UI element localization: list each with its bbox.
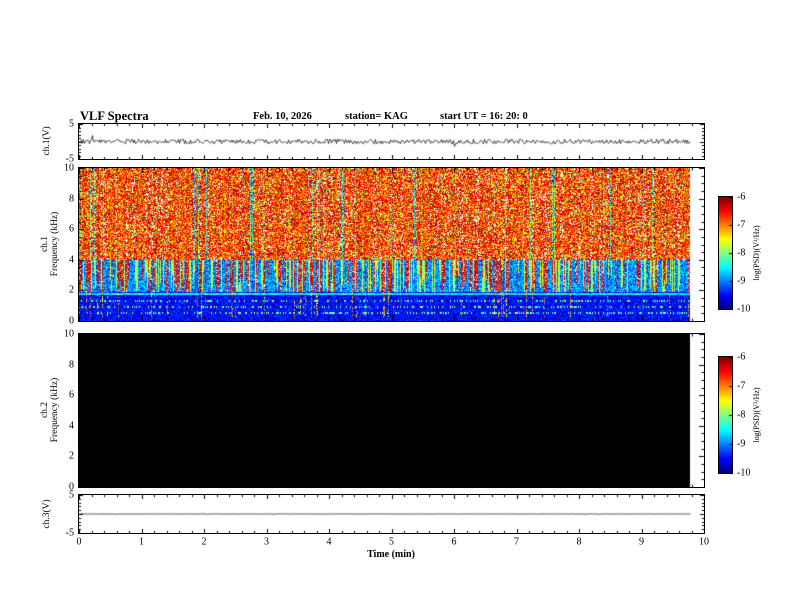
ch1-colorbar-canvas: [719, 197, 732, 309]
ch2-frequency-axis-label: ch.2 Frequency (kHz): [40, 378, 60, 443]
axis-tick-label: 3: [264, 536, 269, 548]
figure-title: VLF Spectra: [80, 109, 149, 123]
axis-tick-label: -5: [65, 527, 74, 539]
ch1-colorbar: [718, 196, 733, 310]
axis-tick-label: 7: [514, 536, 519, 548]
x-axis-label: Time (min): [367, 549, 415, 560]
axis-tick-label: -9: [737, 275, 746, 287]
ch2-colorbar: [718, 356, 733, 474]
axis-tick-label: -7: [737, 380, 746, 392]
axis-tick-label: 5: [389, 536, 394, 548]
ch1-frequency-axis-label-line2: Frequency (kHz): [50, 211, 60, 277]
header-start-ut: start UT = 16: 20: 0: [440, 111, 528, 122]
axis-tick-label: -9: [737, 438, 746, 450]
header-station: station= KAG: [345, 111, 408, 122]
header-date: Feb. 10, 2026: [253, 111, 312, 122]
axis-tick-label: -8: [737, 247, 746, 259]
axis-tick-label: 9: [639, 536, 644, 548]
axis-tick-label: 10: [64, 162, 74, 174]
ch1-frequency-axis-label: ch.1 Frequency (kHz): [40, 212, 60, 277]
ch1-frequency-axis-label-line1: ch.1: [40, 235, 50, 253]
ch2-spectrogram-panel: [78, 333, 705, 488]
axis-tick-label: 6: [69, 223, 74, 235]
ch1-spectrogram-canvas: [79, 168, 704, 321]
axis-tick-label: 0: [69, 481, 74, 493]
axis-tick-label: 4: [69, 254, 74, 266]
axis-tick-label: 0: [69, 315, 74, 327]
axis-tick-label: 6: [69, 389, 74, 401]
axis-tick-label: 4: [326, 536, 332, 548]
axis-tick-label: 8: [576, 536, 582, 548]
axis-tick-label: -7: [737, 219, 746, 231]
ch3-waveform-canvas: [79, 495, 704, 533]
axis-tick-label: 2: [69, 450, 74, 462]
axis-tick-label: 10: [699, 536, 709, 548]
ch2-frequency-axis-label-line2: Frequency (kHz): [50, 377, 60, 443]
axis-tick-label: 5: [69, 489, 74, 501]
axis-tick-label: 5: [69, 118, 74, 130]
axis-tick-label: -6: [737, 351, 746, 363]
ch2-frequency-axis-label-line1: ch.2: [40, 401, 50, 419]
ch1-voltage-axis-label: ch.1(V): [42, 126, 52, 156]
axis-tick-label: 2: [201, 536, 207, 548]
axis-tick-label: 8: [69, 193, 74, 205]
axis-tick-label: 10: [64, 328, 74, 340]
axis-tick-label: -6: [737, 191, 746, 203]
axis-tick-label: 4: [69, 420, 74, 432]
axis-tick-label: -10: [737, 303, 751, 315]
ch2-colorbar-label: log(PSD)(V²/Hz): [752, 387, 761, 443]
ch2-spectrogram-canvas: [79, 334, 704, 487]
ch2-colorbar-canvas: [719, 357, 732, 473]
axis-tick-label: 2: [69, 284, 74, 296]
axis-tick-label: 6: [451, 536, 457, 548]
ch1-waveform-canvas: [79, 124, 704, 159]
axis-tick-label: 0: [76, 536, 82, 548]
axis-tick-label: -5: [65, 153, 74, 165]
ch1-voltage-panel: [78, 123, 705, 160]
ch3-voltage-panel: [78, 494, 705, 534]
ch1-colorbar-label: log(PSD)(V²/Hz): [752, 225, 761, 281]
axis-tick-label: -8: [737, 409, 746, 421]
axis-tick-label: 8: [69, 359, 74, 371]
ch1-spectrogram-panel: [78, 167, 705, 322]
axis-tick-label: -10: [737, 467, 751, 479]
ch3-voltage-axis-label: ch.3(V): [42, 499, 52, 529]
axis-tick-label: 1: [139, 536, 144, 548]
